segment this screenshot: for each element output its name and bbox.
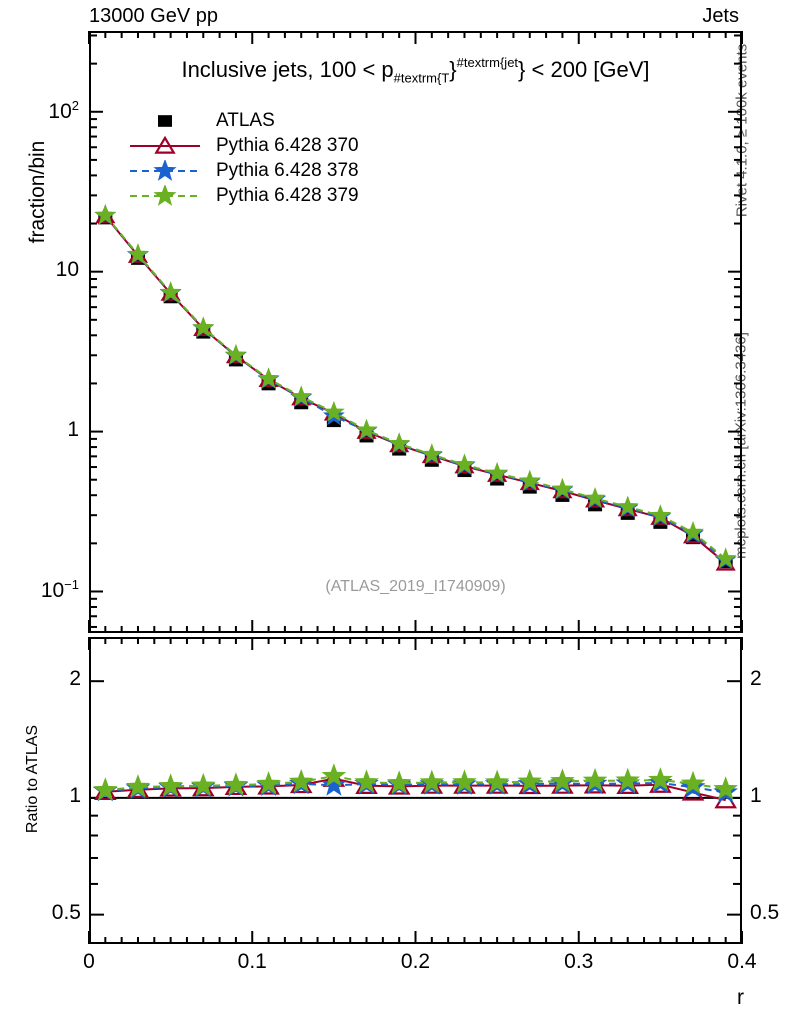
analysis-category-label: Jets <box>702 5 739 27</box>
tick-mantissa: 10 <box>48 99 72 123</box>
tick-mantissa: 1 <box>67 417 79 441</box>
ratio-y-tick-label: 2 <box>69 667 81 691</box>
tick-exponent: −1 <box>64 577 79 593</box>
title-prefix: Inclusive jets, 100 < p <box>181 56 394 82</box>
ratio-y-axis-title: Ratio to ATLAS <box>24 724 41 834</box>
tick-exponent: 2 <box>71 97 79 113</box>
legend-label: Pythia 6.428 370 <box>216 134 359 156</box>
title-superscript: #textrm{jet <box>456 55 519 70</box>
title-brace-two: } < 200 [GeV] <box>518 56 650 82</box>
plot-title: Inclusive jets, 100 < p#textrm{T}#textrm… <box>89 55 742 86</box>
beam-energy-label: 13000 GeV pp <box>89 5 218 27</box>
x-tick-label: 0.2 <box>400 950 431 973</box>
legend-entry[interactable]: Pythia 6.428 379 <box>128 183 359 208</box>
main-y-tick-label: 102 <box>19 98 79 124</box>
main-y-tick-label: 10−1 <box>19 577 79 603</box>
legend-marker-triangle-icon <box>128 135 202 157</box>
legend-entry[interactable]: Pythia 6.428 370 <box>128 133 359 158</box>
title-brace-one: } <box>449 56 457 82</box>
x-tick-label: 0.3 <box>564 950 594 973</box>
analysis-id-watermark: (ATLAS_2019_I1740909) <box>325 578 506 595</box>
x-axis-title: r <box>737 986 744 1009</box>
x-tick-label: 0 <box>83 950 95 973</box>
legend: ATLAS Pythia 6.428 370 Pythia 6.428 378 Pyt… <box>128 108 359 208</box>
legend-marker-star-icon <box>128 183 202 207</box>
main-y-tick-label: 10 <box>19 258 79 282</box>
x-tick-label: 0.1 <box>237 950 267 973</box>
ratio-y-tick-label: 1 <box>69 783 81 807</box>
tick-mantissa: 10 <box>55 257 79 281</box>
ratio-y-tick-label-right: 1 <box>750 783 762 807</box>
legend-label: Pythia 6.428 379 <box>216 184 359 206</box>
legend-marker-star-icon <box>128 158 202 182</box>
main-plot-canvas <box>88 31 743 633</box>
ratio-plot-canvas <box>88 637 743 944</box>
main-y-tick-label: 1 <box>19 418 79 442</box>
ratio-y-tick-label-right: 0.5 <box>750 900 780 924</box>
ratio-y-tick-label: 0.5 <box>51 900 81 924</box>
legend-marker-square-icon <box>128 110 202 132</box>
legend-label: Pythia 6.428 378 <box>216 159 359 181</box>
title-subscript: #textrm{T <box>393 70 450 86</box>
legend-entry[interactable]: ATLAS <box>128 108 359 133</box>
x-tick-label: 0.4 <box>727 950 757 973</box>
legend-entry[interactable]: Pythia 6.428 378 <box>128 158 359 183</box>
legend-label: ATLAS <box>216 109 275 131</box>
tick-mantissa: 10 <box>40 579 65 603</box>
ratio-y-tick-label-right: 2 <box>750 667 762 691</box>
